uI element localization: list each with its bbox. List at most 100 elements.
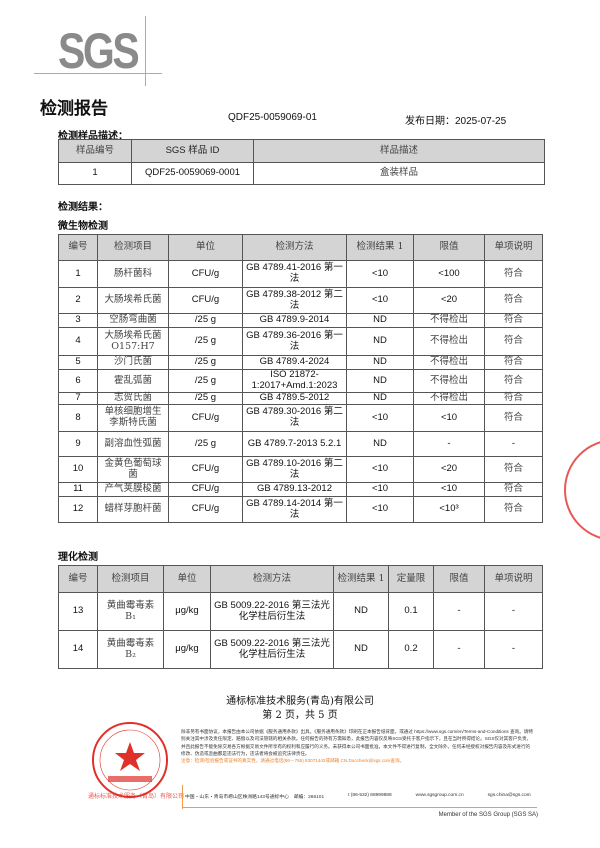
table-cell: GB 4789.30-2016 第二法: [242, 404, 347, 432]
table-cell: CFU/g: [168, 287, 243, 314]
table-cell: ND: [346, 355, 414, 370]
table-cell: <20: [413, 287, 485, 314]
table-cell: 8: [58, 404, 98, 432]
issue-date: 发布日期：2025-07-25: [405, 112, 506, 127]
micro-section-label: 微生物检测: [58, 221, 108, 232]
table-cell: CFU/g: [168, 404, 243, 432]
table-cell: <100: [413, 260, 485, 288]
table-cell: /25 g: [168, 327, 243, 356]
table-cell: 6: [58, 369, 98, 393]
column-header: 限值: [413, 234, 485, 261]
table-cell: 符合: [484, 313, 543, 328]
sample-table: 样品编号 SGS 样品 ID 样品描述 1 QDF25-0059069-0001 盒装样品: [58, 139, 545, 185]
column-header: 单项说明: [484, 234, 543, 261]
column-header: 单位: [168, 234, 243, 261]
table-cell: ND: [346, 327, 414, 356]
column-header: 检测项目: [97, 565, 164, 593]
table-row: 3 空肠弯曲菌/25 g GB 4789.9-2014 ND 不得检出 符合: [58, 313, 543, 328]
table-cell: CFU/g: [168, 482, 243, 497]
table-cell: 单核细胞增生李斯特氏菌: [97, 404, 169, 432]
header-row: 编号 检测项目 单位 检测方法 检测结果 1 定量限 限值 单项说明: [58, 565, 543, 593]
table-cell: μg/kg: [163, 592, 211, 631]
table-cell: 不得检出: [413, 355, 485, 370]
table-cell: 符合: [484, 496, 543, 523]
table-cell: GB 5009.22-2016 第三法光化学柱后衍生法: [210, 592, 334, 631]
table-cell: 3: [58, 313, 98, 328]
table-cell: 4: [58, 327, 98, 356]
column-header: 限值: [433, 565, 485, 593]
column-header: 检测方法: [210, 565, 334, 593]
table-cell: -: [484, 592, 543, 631]
table-row: 12 蜡样芽胞杆菌 CFU/g GB 4789.14-2014 第一法 <10 <10³ 符…: [58, 496, 543, 523]
table-cell: 符合: [484, 392, 543, 405]
table-row: 6 霍乱弧菌/25 g ISO 21872-1:2017+Amd.1:2023 ND 不…: [58, 369, 543, 393]
table-cell: <10: [413, 404, 485, 432]
table-cell: /25 g: [168, 313, 243, 328]
member-text: Member of the SGS Group (SGS SA): [438, 812, 538, 818]
table-cell: GB 5009.22-2016 第三法光化学柱后衍生法: [210, 630, 334, 669]
table-cell: 盒装样品: [253, 162, 545, 185]
issue-date-value: 2025-07-25: [455, 116, 507, 127]
table-row: 13 黄曲霉毒素 B₁ μg/kg GB 5009.22-2016 第三法光化学柱后衍…: [58, 592, 543, 631]
column-header: 编号: [58, 565, 98, 593]
table-cell: 金黄色葡萄球菌: [97, 456, 169, 483]
table-cell: QDF25-0059069-0001: [131, 162, 254, 185]
table-row: 1 QDF25-0059069-0001 盒装样品: [58, 162, 545, 185]
table-cell: -: [433, 592, 485, 631]
issue-date-label: 发布日期：: [405, 116, 455, 127]
column-header: 单项说明: [484, 565, 543, 593]
table-cell: 黄曲霉毒素 B₂: [97, 630, 164, 669]
table-cell: 5: [58, 355, 98, 370]
table-cell: 符合: [484, 355, 543, 370]
micro-table: 编号 检测项目 单位 检测方法 检测结果 1 限值 单项说明 1 肠杆菌科 CFU/g GB 478…: [58, 234, 543, 523]
table-row: 8 单核细胞增生李斯特氏菌 CFU/g GB 4789.30-2016 第二法 <10 <…: [58, 404, 543, 432]
table-cell: <20: [413, 456, 485, 483]
legal-text: 除非另有书面协议，本报告由本公司依据《服务通用条款》出具。《服务通用条款》印刷在…: [181, 729, 533, 756]
legal-notice: 除非另有书面协议，本报告由本公司依据《服务通用条款》出具。《服务通用条款》印刷在…: [181, 728, 534, 764]
table-cell: 符合: [484, 482, 543, 497]
table-row: 9 副溶血性弧菌/25 g GB 4789.7-2013 5.2.1 ND - -: [58, 431, 543, 457]
report-title: 检测报告: [40, 99, 108, 119]
table-cell: 10: [58, 456, 98, 483]
stamp-caption: 通标标准技术服务（青岛）有限公司: [88, 794, 185, 800]
table-cell: 副溶血性弧菌: [97, 431, 169, 457]
website-link[interactable]: www.sgsgroup.com.cn: [415, 793, 464, 798]
table-cell: 1: [58, 162, 132, 185]
table-cell: CFU/g: [168, 260, 243, 288]
table-cell: <10: [346, 496, 414, 523]
column-header: 检测结果 1: [346, 234, 414, 261]
table-cell: CFU/g: [168, 456, 243, 483]
table-cell: μg/kg: [163, 630, 211, 669]
table-row: 5 沙门氏菌/25 g GB 4789.4-2024 ND 不得检出 符合: [58, 355, 543, 370]
table-cell: ND: [333, 592, 389, 631]
table-cell: 符合: [484, 327, 543, 356]
table-cell: 大肠埃希氏菌: [97, 287, 169, 314]
table-cell: 不得检出: [413, 369, 485, 393]
email-link[interactable]: sgs.china@sgs.com: [487, 793, 531, 798]
footer-company: 通标标准技术服务(青岛)有限公司: [226, 696, 374, 707]
table-cell: 沙门氏菌: [97, 355, 169, 370]
table-cell: GB 4789.10-2016 第二法: [242, 456, 347, 483]
table-cell: 14: [58, 630, 98, 669]
partial-stamp: [564, 441, 600, 539]
table-cell: 2: [58, 287, 98, 314]
table-cell: 符合: [484, 404, 543, 432]
table-cell: 志贺氏菌: [97, 392, 169, 405]
column-header: 样品描述: [253, 139, 545, 163]
table-cell: ND: [346, 313, 414, 328]
chem-table: 编号 检测项目 单位 检测方法 检测结果 1 定量限 限值 单项说明 13 黄曲霉毒素 B₁ μg/…: [58, 565, 543, 669]
column-header: 检测项目: [97, 234, 169, 261]
table-cell: ISO 21872-1:2017+Amd.1:2023: [242, 369, 347, 393]
table-cell: <10³: [413, 496, 485, 523]
table-cell: -: [484, 630, 543, 669]
table-cell: ND: [333, 630, 389, 669]
table-cell: 不得检出: [413, 392, 485, 405]
table-row: 7 志贺氏菌/25 g GB 4789.5-2012 ND 不得检出 符合: [58, 392, 543, 405]
table-cell: 肠杆菌科: [97, 260, 169, 288]
table-cell: 大肠埃希氏菌 O157:H7: [97, 327, 169, 356]
table-cell: ND: [346, 369, 414, 393]
table-cell: GB 4789.5-2012: [242, 392, 347, 405]
table-cell: 9: [58, 431, 98, 457]
table-cell: /25 g: [168, 431, 243, 457]
header-row: 编号 检测项目 单位 检测方法 检测结果 1 限值 单项说明: [58, 234, 543, 261]
